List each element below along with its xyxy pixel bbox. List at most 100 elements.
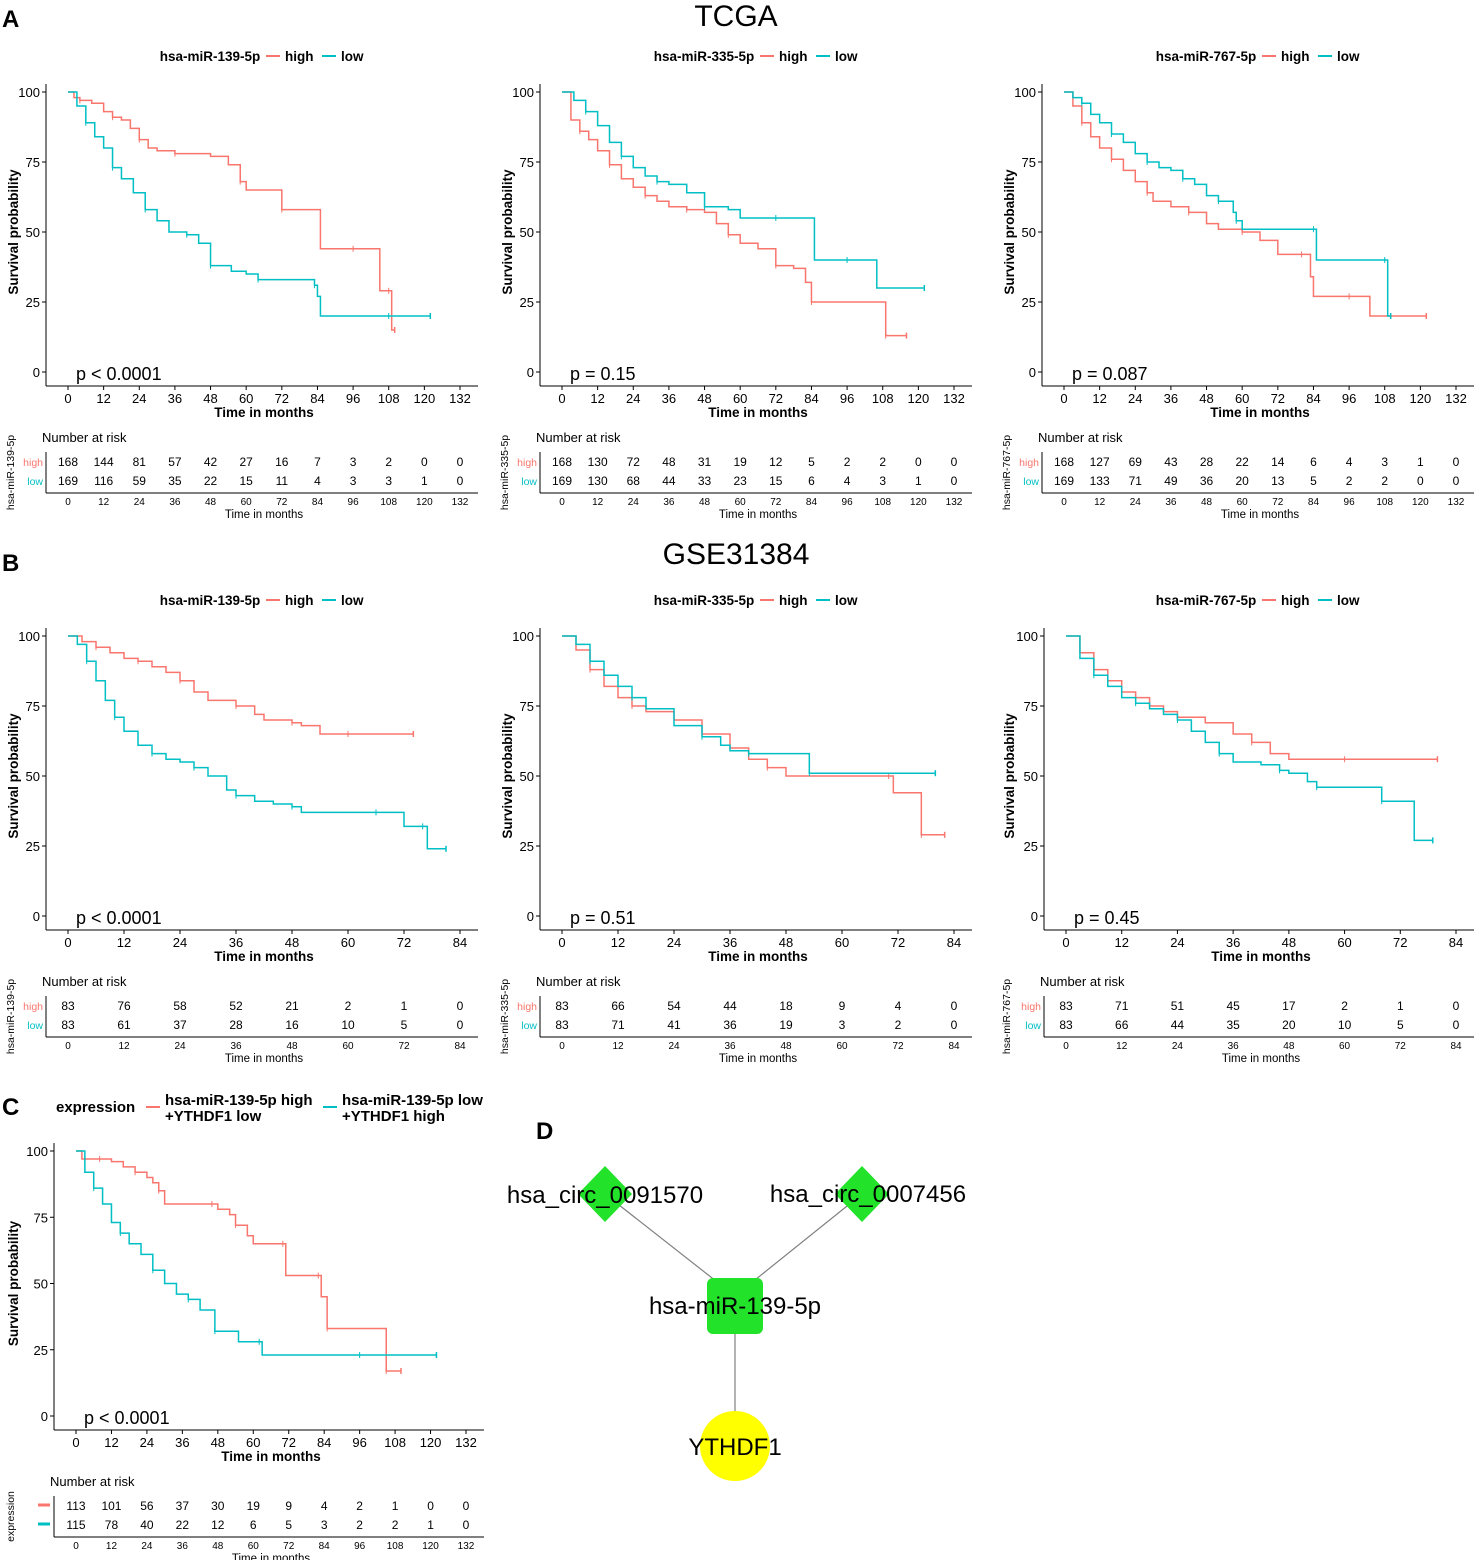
node-label-gene: YTHDF1: [688, 1434, 781, 1461]
risk-value-low: 133: [1090, 474, 1110, 488]
risk-x-tick-label: 120: [910, 497, 927, 508]
risk-value-low: 169: [552, 474, 572, 488]
risk-table-title: Number at risk: [536, 430, 621, 445]
risk-x-tick-label: 48: [780, 1041, 792, 1052]
risk-value-high: 0: [1453, 999, 1460, 1013]
risk-value-high: 2: [356, 1499, 363, 1513]
y-tick-label: 25: [1024, 839, 1038, 854]
x-tick-label: 84: [310, 391, 324, 406]
risk-x-tick-label: 84: [319, 1541, 331, 1552]
risk-value-low: 49: [1164, 474, 1178, 488]
survival-curve-low: [1064, 91, 1391, 317]
network-diagram: hsa_circ_0091570 hsa_circ_0007456 hsa-mi…: [507, 1166, 966, 1481]
x-tick-label: 12: [611, 935, 625, 950]
risk-value-low: 115: [66, 1518, 85, 1532]
x-tick-label: 48: [697, 391, 711, 406]
risk-x-tick-label: 84: [948, 1041, 960, 1052]
y-axis-label: Survival probability: [6, 713, 21, 839]
x-tick-label: 108: [378, 391, 400, 406]
risk-value-low: 83: [1059, 1018, 1073, 1032]
risk-value-low: 6: [250, 1518, 257, 1532]
x-tick-label: 48: [779, 935, 793, 950]
risk-value-low: 36: [723, 1018, 737, 1032]
x-tick-label: 60: [239, 391, 253, 406]
risk-x-tick-label: 0: [1061, 497, 1067, 508]
x-tick-label: 132: [1445, 391, 1467, 406]
y-tick-label: 50: [26, 225, 40, 240]
x-tick-label: 0: [72, 1435, 79, 1450]
y-tick-label: 0: [33, 909, 40, 924]
y-tick-label: 100: [18, 629, 40, 644]
risk-x-tick-label: 72: [283, 1541, 295, 1552]
x-axis-label: Time in months: [214, 405, 314, 420]
risk-value-high: 168: [552, 455, 572, 469]
x-tick-label: 120: [420, 1435, 442, 1450]
risk-x-tick-label: 48: [1201, 497, 1213, 508]
risk-value-low: 15: [769, 474, 783, 488]
risk-value-high: 144: [94, 455, 114, 469]
risk-x-tick-label: 36: [230, 1041, 242, 1052]
risk-value-low: 2: [1346, 474, 1353, 488]
risk-key-low: low: [1025, 1020, 1041, 1032]
risk-value-high: 2: [385, 455, 392, 469]
x-tick-label: 36: [175, 1435, 189, 1450]
y-tick-label: 75: [520, 155, 534, 170]
survival-curve-high: [1066, 635, 1438, 760]
risk-table-title: Number at risk: [50, 1474, 135, 1489]
risk-row-title: hsa-miR-335-5p: [499, 979, 511, 1054]
risk-value-low: 33: [698, 474, 712, 488]
legend: hsa-miR-335-5p high low: [654, 593, 858, 608]
risk-value-high: 7: [314, 455, 321, 469]
x-tick-label: 60: [733, 391, 747, 406]
survival-curve-high: [76, 1150, 401, 1372]
risk-value-high: 22: [1236, 455, 1250, 469]
x-tick-label: 36: [168, 391, 182, 406]
survival-curve-low: [76, 1150, 437, 1356]
risk-value-high: 1: [1397, 999, 1404, 1013]
risk-key-low: low: [521, 476, 537, 488]
risk-row-title: hsa-miR-767-5p: [1001, 435, 1013, 510]
y-tick-label: 0: [41, 1409, 48, 1424]
risk-value-low: 44: [1171, 1018, 1185, 1032]
risk-key-low: low: [27, 476, 43, 488]
legend-title: hsa-miR-335-5p: [654, 49, 755, 64]
x-tick-label: 72: [275, 391, 289, 406]
risk-x-tick-label: 60: [735, 497, 747, 508]
risk-value-high: 66: [611, 999, 625, 1013]
risk-value-high: 44: [723, 999, 737, 1013]
x-tick-label: 48: [211, 1435, 225, 1450]
x-tick-label: 96: [346, 391, 360, 406]
risk-value-low: 1: [427, 1518, 434, 1532]
risk-value-high: 28: [1200, 455, 1214, 469]
risk-x-tick-label: 48: [212, 1541, 224, 1552]
risk-x-tick-label: 60: [836, 1041, 848, 1052]
risk-value-high: 0: [427, 1499, 434, 1513]
x-tick-label: 12: [590, 391, 604, 406]
x-tick-label: 24: [1128, 391, 1142, 406]
x-axis-label: Time in months: [708, 405, 808, 420]
x-tick-label: 60: [341, 935, 355, 950]
risk-x-tick-label: 0: [559, 1041, 565, 1052]
x-tick-label: 60: [246, 1435, 260, 1450]
risk-x-tick-label: 24: [141, 1541, 153, 1552]
risk-x-tick-label: 48: [1283, 1041, 1295, 1052]
risk-x-tick-label: 84: [1450, 1041, 1462, 1052]
risk-value-low: 83: [555, 1018, 569, 1032]
x-tick-label: 108: [1374, 391, 1396, 406]
risk-x-axis-label: Time in months: [225, 509, 303, 520]
risk-key-low: low: [1023, 476, 1039, 488]
risk-value-high: 76: [117, 999, 131, 1013]
risk-x-tick-label: 72: [1395, 1041, 1407, 1052]
y-axis-label: Survival probability: [6, 1220, 21, 1346]
legend-label-high-1: hsa-miR-139-5p high: [165, 1092, 313, 1109]
risk-value-low: 59: [133, 474, 147, 488]
risk-value-low: 2: [392, 1518, 399, 1532]
risk-x-axis-label: Time in months: [1221, 509, 1299, 520]
risk-x-tick-label: 60: [241, 497, 253, 508]
legend-label-low: low: [835, 593, 858, 608]
risk-value-high: 0: [457, 455, 464, 469]
panel-label-b: B: [2, 550, 20, 577]
risk-value-high: 30: [211, 1499, 225, 1513]
x-tick-label: 72: [891, 935, 905, 950]
